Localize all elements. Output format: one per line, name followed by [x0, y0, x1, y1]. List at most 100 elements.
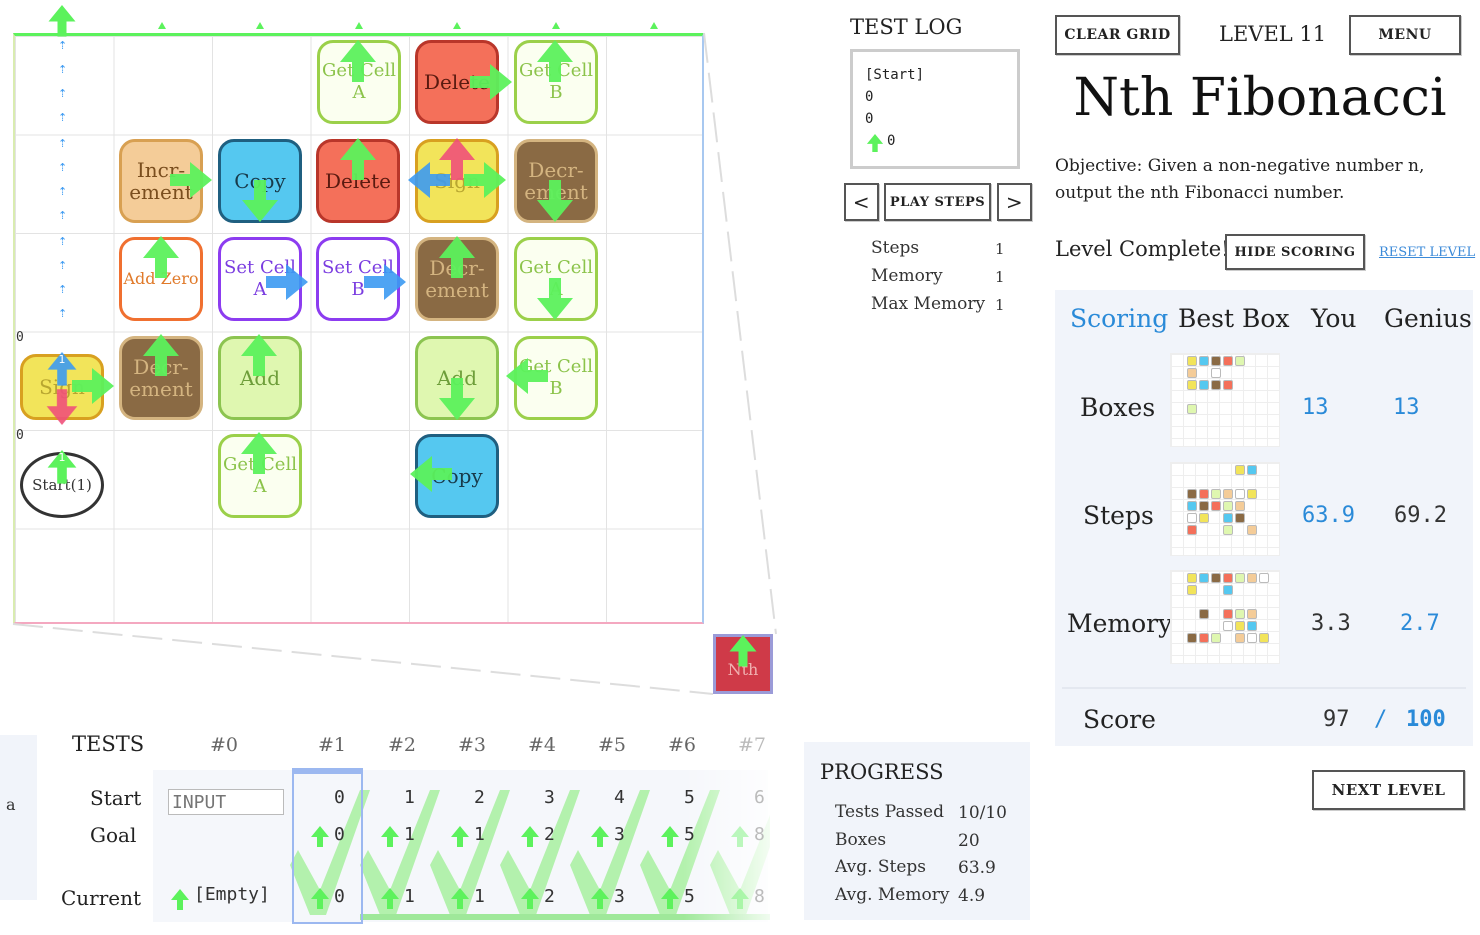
box-add-right[interactable]: Add	[415, 336, 499, 420]
box-decrement-low[interactable]: Decr- ement	[119, 336, 203, 420]
reset-level-link[interactable]: RESET LEVEL	[1379, 245, 1476, 260]
box-sign-top[interactable]: Sign	[415, 139, 499, 223]
thumbnail-tile	[1211, 633, 1221, 643]
thumbnail-tile	[1199, 609, 1209, 619]
progress-label: Avg. Steps	[835, 857, 927, 877]
menu-button[interactable]: MENU	[1349, 15, 1461, 55]
best-box-thumbnail-memory[interactable]	[1170, 570, 1280, 664]
path-dot-icon: ⇡	[58, 161, 68, 174]
thumbnail-tile	[1247, 489, 1257, 499]
side-char: a	[6, 795, 16, 814]
stat-value: 1	[995, 296, 1005, 314]
box-set-cell-a[interactable]: Set Cell A	[218, 237, 302, 321]
progress-value: 63.9	[958, 858, 996, 878]
box-add-zero[interactable]: Add Zero	[119, 237, 203, 321]
test-header-custom[interactable]: #0	[210, 734, 239, 756]
box-copy-low[interactable]: Copy	[415, 434, 499, 518]
test-start-value: 2	[474, 787, 485, 808]
box-get-cell-a-low[interactable]: Get Cell A	[218, 434, 302, 518]
cell-value: 0	[16, 428, 24, 443]
thumbnail-tile	[1235, 513, 1245, 523]
box-decrement-top[interactable]: Decr- ement	[514, 139, 598, 223]
test-header[interactable]: #3	[458, 734, 487, 756]
output-box-nth[interactable]: Nth	[713, 634, 773, 694]
test-goal-value: 8	[754, 824, 765, 845]
thumbnail-tile	[1211, 573, 1221, 583]
clear-grid-button[interactable]: CLEAR GRID	[1055, 15, 1180, 55]
prev-step-button[interactable]: <	[844, 183, 879, 221]
next-step-button[interactable]: >	[997, 183, 1032, 221]
box-get-cell-a-mid[interactable]: Get Cell A	[514, 237, 598, 321]
next-level-button[interactable]: NEXT LEVEL	[1312, 770, 1465, 810]
progress-label: Avg. Memory	[835, 885, 950, 905]
thumbnail-tile	[1259, 633, 1269, 643]
memory-you: 3.3	[1311, 611, 1351, 636]
hide-scoring-button[interactable]: HIDE SCORING	[1225, 234, 1365, 270]
box-start[interactable]: Start(1)	[20, 452, 104, 518]
genius-header: Genius	[1384, 304, 1472, 333]
box-get-cell-b-low[interactable]: Get Cell B	[514, 336, 598, 420]
test-current-value: 5	[684, 886, 695, 907]
steps-label: Steps	[1083, 501, 1154, 530]
boxes-genius: 13	[1393, 395, 1420, 420]
progress-label: Boxes	[835, 830, 887, 850]
test-header[interactable]: #4	[528, 734, 557, 756]
test-header[interactable]: #6	[668, 734, 697, 756]
test-arrow-icon	[381, 888, 399, 909]
box-sign-left[interactable]: Sign	[20, 354, 104, 420]
progress-label: Tests Passed	[835, 802, 944, 822]
score-label: Score	[1083, 705, 1156, 734]
test-start-value: 0	[334, 787, 345, 808]
test-goal-value: 3	[614, 824, 625, 845]
box-get-cell-b-top[interactable]: Get Cell B	[514, 40, 598, 124]
thumbnail-tile	[1247, 525, 1257, 535]
progress-panel	[804, 742, 1030, 920]
box-get-cell-a-top[interactable]: Get Cell A	[317, 40, 401, 124]
path-dot-icon: ⇡	[58, 283, 68, 296]
box-decrement-mid[interactable]: Decr- ement	[415, 237, 499, 321]
test-current-value: 8	[754, 886, 765, 907]
box-copy-top[interactable]: Copy	[218, 139, 302, 223]
test-log-output: [Start] 0 0 0	[850, 49, 1020, 169]
test-start-value: 5	[684, 787, 695, 808]
thumbnail-tile	[1223, 380, 1233, 390]
box-add-left[interactable]: Add	[218, 336, 302, 420]
path-dot-icon: ⇡	[58, 137, 68, 150]
log-line: 0	[865, 89, 874, 105]
test-start-value: 1	[404, 787, 415, 808]
test-goal-value: 1	[474, 824, 485, 845]
tests-title: TESTS	[72, 732, 145, 756]
thumbnail-tile	[1235, 573, 1245, 583]
thumbnail-tile	[1247, 573, 1257, 583]
box-delete-mid[interactable]: Delete	[316, 139, 400, 223]
score-value: 97	[1323, 707, 1350, 732]
box-set-cell-b[interactable]: Set Cell B	[316, 237, 400, 321]
test-header[interactable]: #1	[318, 734, 347, 756]
best-box-thumbnail-steps[interactable]	[1170, 462, 1280, 556]
test-start-value: 6	[754, 787, 765, 808]
test-arrow-icon	[661, 826, 679, 847]
test-header[interactable]: #7	[738, 734, 767, 756]
thumbnail-tile	[1223, 573, 1233, 583]
log-line-current: 0	[865, 130, 1005, 152]
custom-input-field[interactable]	[168, 789, 284, 815]
program-grid[interactable]	[13, 33, 704, 624]
output-box-label: Nth	[727, 660, 759, 679]
test-start-value: 3	[544, 787, 555, 808]
play-steps-button[interactable]: PLAY STEPS	[884, 183, 991, 221]
thumbnail-tile	[1247, 465, 1257, 475]
box-increment[interactable]: Incr- ement	[119, 139, 203, 223]
boxes-label: Boxes	[1080, 393, 1156, 422]
thumbnail-tile	[1235, 356, 1245, 366]
thumbnail-tile	[1223, 356, 1233, 366]
marker-icon	[552, 22, 560, 29]
test-header[interactable]: #2	[388, 734, 417, 756]
thumbnail-tile	[1187, 380, 1197, 390]
box-delete-top[interactable]: Delete	[415, 40, 499, 124]
selected-test-highlight[interactable]	[292, 768, 363, 924]
log-line: 0	[865, 111, 874, 127]
best-box-thumbnail-boxes[interactable]	[1170, 353, 1280, 447]
marker-icon	[650, 22, 658, 29]
test-header[interactable]: #5	[598, 734, 627, 756]
thumbnail-tile	[1223, 513, 1233, 523]
